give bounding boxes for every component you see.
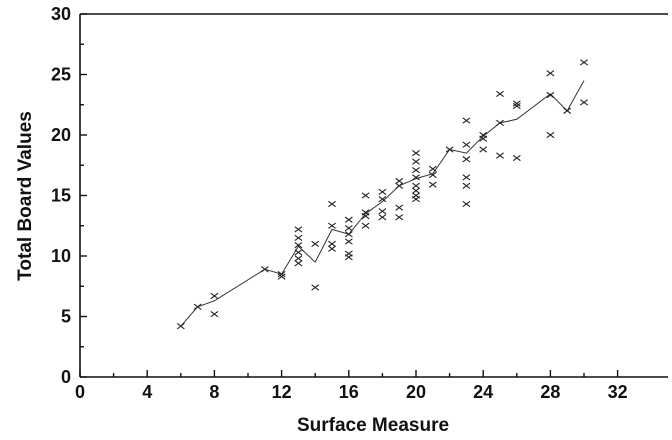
data-point (428, 165, 437, 173)
y-tick-label: 30 (51, 4, 71, 24)
data-point (378, 214, 387, 221)
data-point (328, 200, 336, 208)
y-tick-label: 25 (51, 65, 71, 85)
data-point (512, 154, 521, 162)
data-point (395, 182, 404, 189)
data-point (546, 131, 555, 139)
x-axis-title: Surface Measure (297, 415, 449, 436)
data-point (260, 266, 269, 273)
data-point (546, 91, 555, 99)
data-point (344, 216, 353, 223)
x-tick-label: 12 (272, 382, 292, 402)
x-tick-label: 20 (406, 382, 426, 402)
points-layer (176, 59, 588, 330)
data-point (496, 119, 504, 127)
data-point (378, 188, 387, 196)
x-tick-label: 4 (142, 382, 152, 402)
data-point (462, 117, 471, 124)
data-point (294, 234, 303, 241)
data-point (412, 182, 420, 189)
data-point (294, 255, 303, 262)
data-point (311, 284, 320, 291)
data-point (328, 240, 336, 248)
data-point (512, 100, 521, 107)
data-point (395, 204, 404, 211)
x-tick-label: 8 (209, 382, 219, 402)
trend-line (180, 80, 585, 327)
tick-labels: 0 4 8 12 16 20 24 28 32 0 5 10 15 20 25 30 (51, 4, 628, 402)
data-point (412, 174, 420, 181)
trend-layer (180, 80, 585, 327)
data-point (294, 241, 303, 249)
data-point (210, 292, 219, 300)
data-point (311, 240, 320, 248)
data-point (580, 99, 588, 106)
y-tick-label: 0 (61, 367, 71, 387)
data-point (512, 102, 521, 110)
data-point (328, 245, 336, 252)
data-point (344, 225, 353, 232)
data-point (361, 222, 370, 229)
data-point (445, 146, 454, 153)
data-point (378, 208, 387, 215)
data-point (395, 214, 404, 221)
x-tick-label: 24 (473, 382, 493, 402)
data-point (210, 310, 219, 318)
data-point (277, 271, 286, 278)
data-point (412, 158, 420, 165)
data-point (294, 249, 303, 256)
axes (79, 13, 668, 378)
data-point (412, 195, 420, 203)
data-point (176, 323, 185, 330)
data-point (344, 231, 353, 238)
data-point (428, 181, 437, 188)
data-point (580, 59, 588, 66)
data-point (412, 187, 420, 194)
data-point (193, 303, 202, 310)
x-tick-label: 28 (540, 382, 560, 402)
data-point (361, 212, 370, 220)
data-point (462, 182, 471, 189)
data-point (412, 166, 420, 174)
x-tick-label: 16 (339, 382, 359, 402)
y-tick-label: 20 (51, 125, 71, 145)
data-point (361, 192, 370, 199)
y-tick-label: 10 (51, 246, 71, 266)
x-tick-label: 32 (608, 382, 628, 402)
data-point (479, 146, 488, 153)
data-point (412, 150, 420, 157)
data-point (462, 200, 471, 208)
data-point (546, 70, 555, 77)
x-tick-label: 0 (75, 382, 85, 402)
data-point (378, 195, 387, 203)
data-point (428, 171, 437, 179)
y-axis-title: Total Board Values (15, 111, 36, 281)
data-point (563, 107, 572, 114)
data-point (462, 141, 471, 148)
data-point (294, 226, 303, 233)
y-tick-label: 5 (61, 307, 71, 327)
data-point (328, 222, 336, 229)
data-point (344, 238, 353, 245)
data-point (277, 273, 286, 280)
data-point (462, 156, 471, 163)
data-point (462, 174, 471, 181)
y-tick-label: 15 (51, 186, 71, 206)
data-point (294, 260, 303, 267)
data-point (496, 90, 504, 97)
data-point (496, 152, 504, 159)
data-point (395, 177, 404, 185)
data-point (344, 254, 353, 261)
data-point (479, 135, 488, 142)
